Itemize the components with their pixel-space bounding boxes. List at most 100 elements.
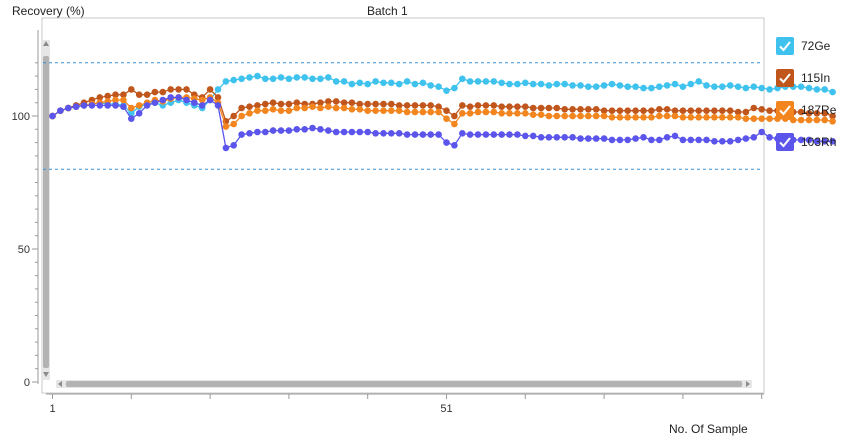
data-point-115in [608, 107, 616, 114]
data-point-187re [372, 107, 379, 114]
data-point-115in [726, 107, 734, 114]
data-point-103rh [766, 134, 773, 141]
data-point-72ge [671, 80, 679, 88]
data-point-115in [348, 99, 356, 106]
scroll-right-icon[interactable] [746, 381, 750, 387]
data-point-103rh [522, 132, 529, 140]
data-point-187re [734, 114, 742, 121]
data-point-187re [545, 112, 553, 120]
data-point-187re [198, 96, 206, 104]
data-point-115in [175, 86, 182, 93]
vertical-scrollbar-thumb[interactable] [43, 56, 49, 368]
data-point-103rh [238, 131, 245, 138]
data-point-115in [466, 103, 474, 110]
data-point-72ge [758, 84, 765, 92]
data-point-115in [262, 100, 269, 108]
data-point-72ge [128, 110, 135, 117]
data-point-115in [112, 91, 119, 98]
legend-item-187re[interactable]: 187Re [776, 100, 836, 120]
data-point-103rh [466, 131, 474, 138]
data-point-103rh [372, 130, 379, 137]
data-point-103rh [104, 102, 111, 109]
data-point-187re [522, 110, 529, 117]
data-point-115in [128, 86, 135, 93]
data-point-72ge [498, 79, 506, 87]
data-point-103rh [49, 112, 56, 120]
data-point-103rh [269, 127, 277, 134]
checkbox-checked-icon[interactable] [776, 37, 794, 55]
data-point-72ge [411, 80, 419, 88]
data-point-72ge [238, 75, 245, 83]
data-point-115in [206, 86, 214, 93]
data-point-187re [703, 114, 710, 121]
data-point-103rh [135, 110, 143, 117]
data-point-187re [317, 104, 324, 112]
data-point-72ge [821, 86, 828, 93]
data-point-103rh [679, 136, 687, 144]
data-point-115in [143, 91, 151, 98]
data-point-115in [813, 110, 821, 117]
data-point-72ge [443, 87, 450, 94]
data-point-187re [388, 107, 395, 114]
data-point-115in [380, 100, 387, 108]
data-point-115in [183, 86, 190, 93]
legend-item-115in[interactable]: 115In [776, 68, 830, 88]
data-point-103rh [293, 126, 301, 133]
data-point-115in [656, 106, 663, 113]
x-tick-label: 51 [440, 403, 452, 415]
data-point-115in [758, 106, 765, 113]
data-point-103rh [805, 136, 813, 144]
data-point-115in [632, 107, 639, 114]
data-point-72ge [648, 84, 655, 92]
scroll-up-icon[interactable] [43, 41, 49, 46]
data-point-72ge [805, 84, 813, 92]
checkbox-checked-icon[interactable] [776, 133, 794, 151]
data-point-115in [585, 106, 592, 113]
checkbox-checked-icon[interactable] [776, 69, 794, 87]
data-point-115in [750, 104, 758, 112]
data-point-115in [214, 94, 222, 101]
data-point-115in [372, 100, 379, 108]
data-point-103rh [332, 128, 340, 136]
data-point-115in [332, 98, 340, 105]
y-tick-label: 100 [12, 111, 30, 123]
data-point-72ge [766, 86, 773, 93]
data-point-115in [159, 88, 167, 96]
data-point-115in [695, 107, 702, 114]
data-point-72ge [529, 80, 537, 88]
data-point-103rh [640, 134, 647, 141]
data-point-72ge [277, 74, 285, 81]
data-point-115in [506, 103, 513, 110]
data-point-187re [813, 116, 821, 124]
data-point-115in [592, 106, 600, 113]
data-point-187re [364, 107, 372, 114]
data-point-72ge [309, 75, 316, 83]
data-point-72ge [711, 83, 718, 90]
legend-item-103rh[interactable]: 103Rh [776, 132, 836, 152]
data-point-115in [403, 102, 411, 109]
data-point-103rh [569, 134, 576, 141]
data-point-103rh [395, 130, 403, 137]
data-point-187re [640, 114, 647, 121]
data-point-103rh [632, 135, 639, 142]
data-point-115in [474, 102, 482, 109]
data-point-103rh [545, 134, 553, 141]
data-point-115in [151, 88, 159, 96]
data-point-103rh [411, 131, 419, 138]
data-point-115in [285, 100, 293, 108]
data-point-115in [569, 106, 576, 113]
data-point-72ge [616, 82, 624, 89]
checkbox-checked-icon[interactable] [776, 101, 794, 119]
scroll-left-icon[interactable] [58, 381, 62, 387]
data-point-115in [640, 107, 647, 114]
data-point-72ge [427, 82, 435, 89]
data-point-103rh [191, 99, 198, 106]
y-tick-label: 0 [24, 377, 30, 389]
legend-item-72ge[interactable]: 72Ge [776, 36, 830, 56]
data-point-187re [648, 114, 655, 121]
data-point-187re [356, 106, 364, 113]
scroll-down-icon[interactable] [43, 372, 49, 377]
data-point-187re [309, 103, 316, 110]
data-point-115in [490, 102, 498, 109]
horizontal-scrollbar-thumb[interactable] [66, 381, 742, 387]
